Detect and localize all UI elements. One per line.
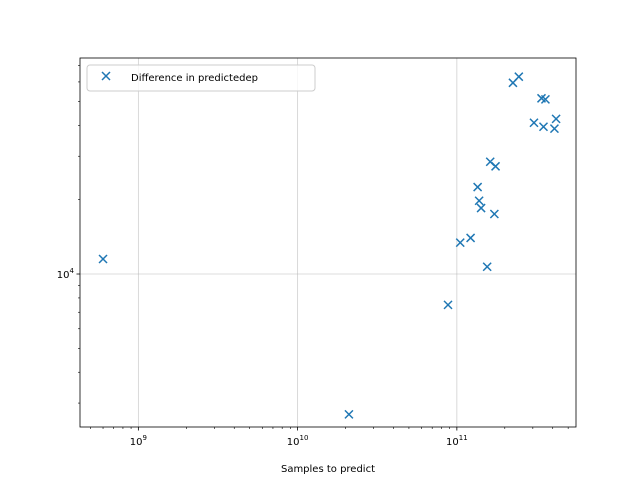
- data-point: [514, 72, 524, 82]
- legend-marker-icon: [101, 71, 111, 81]
- data-point: [551, 114, 561, 124]
- data-point: [474, 196, 484, 206]
- data-point: [540, 94, 550, 104]
- data-point: [473, 182, 483, 192]
- data-point: [482, 262, 492, 272]
- data-point: [455, 238, 465, 248]
- x-axis-label: Samples to predict: [281, 464, 375, 475]
- x-tick-label: 1010: [287, 434, 309, 448]
- axis-ticks: 109 1010 1011 104: [57, 65, 569, 448]
- y-tick-label: 104: [57, 267, 75, 281]
- data-point: [491, 161, 501, 171]
- data-point: [98, 254, 108, 264]
- legend-box: [86, 64, 316, 92]
- legend-x-marker: [101, 71, 111, 81]
- data-point: [344, 409, 354, 419]
- grid-lines: [80, 58, 576, 427]
- x-tick-label: 1011: [446, 434, 468, 448]
- data-point: [476, 203, 486, 213]
- legend-label: Difference in predictedep: [131, 73, 258, 84]
- plot-frame: [79, 57, 577, 428]
- legend: Difference in predictedep: [86, 64, 316, 92]
- data-point: [538, 122, 549, 132]
- data-point: [466, 233, 476, 243]
- x-tick-label: 109: [130, 434, 147, 448]
- data-points: [98, 72, 561, 419]
- data-point: [443, 300, 453, 310]
- data-point: [529, 118, 539, 128]
- data-point: [549, 124, 559, 134]
- data-point: [489, 209, 499, 219]
